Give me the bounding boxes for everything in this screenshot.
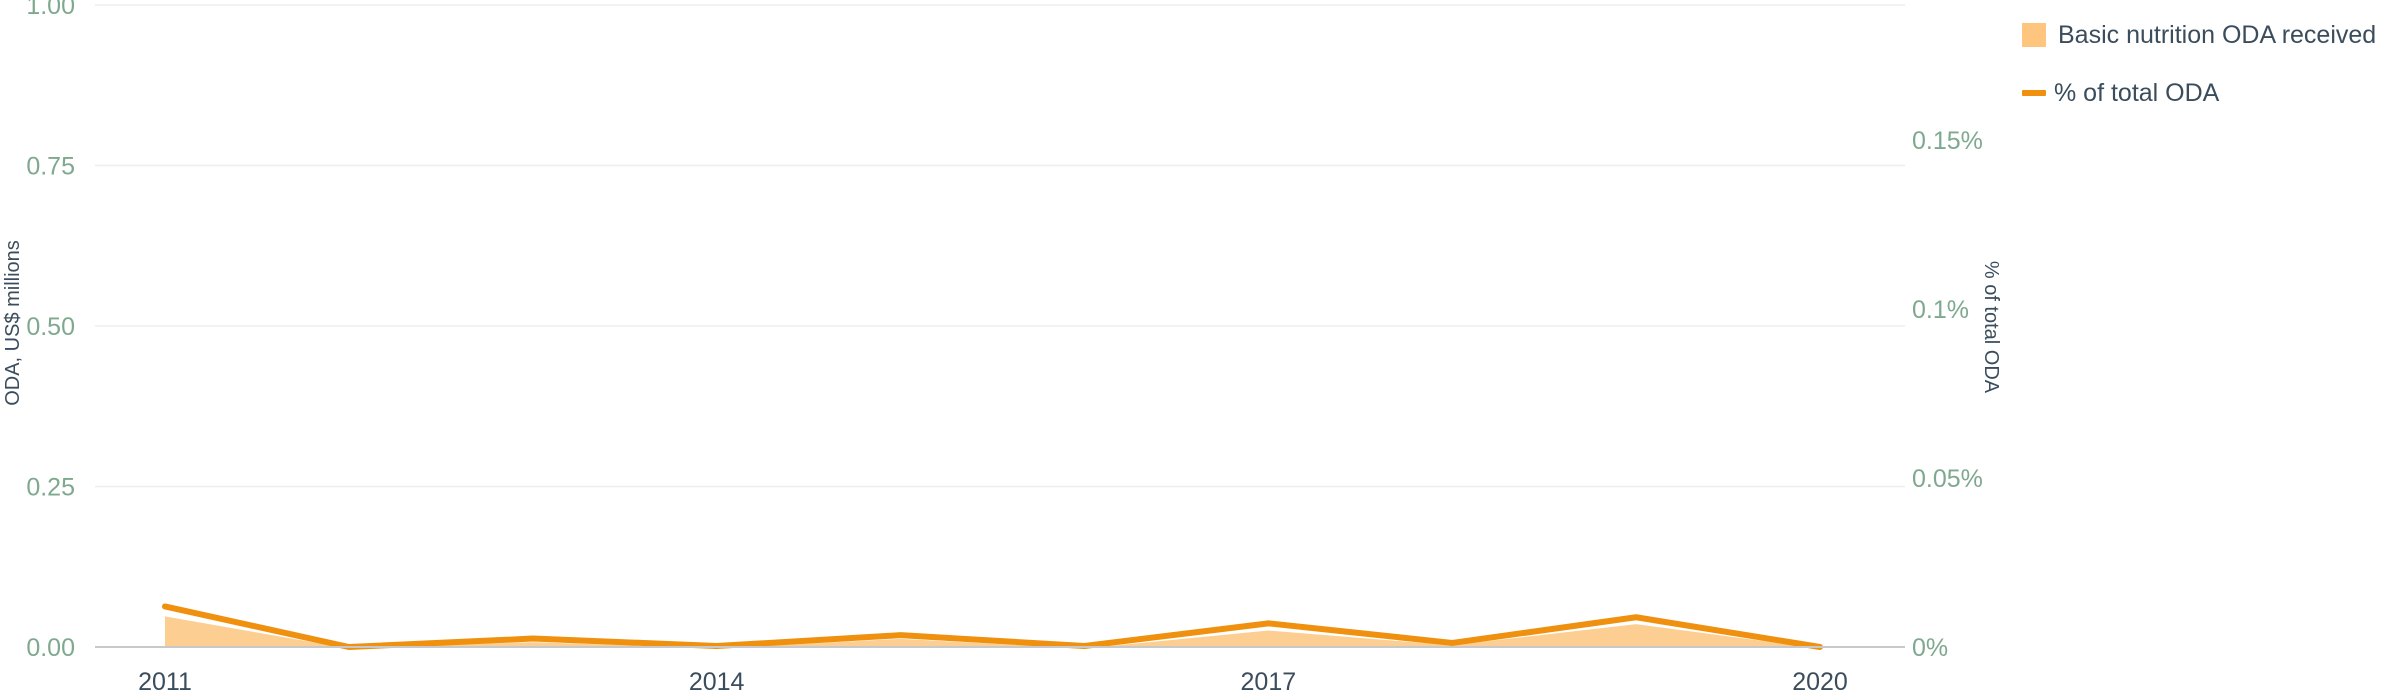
legend-label-percent-total-oda: % of total ODA — [2054, 79, 2219, 108]
x-tick-label: 2017 — [1241, 668, 1297, 696]
y-left-tick-label: 1.00 — [26, 0, 75, 20]
legend-item-percent-total-oda[interactable]: % of total ODA — [2022, 76, 2376, 110]
y-right-tick-label: 0.1% — [1912, 296, 1969, 324]
y-left-tick-label: 0.75 — [26, 153, 75, 181]
y-right-tick-label: 0% — [1912, 634, 1948, 662]
y-right-tick-label: 0.15% — [1912, 127, 1983, 155]
x-tick-label: 2011 — [138, 668, 192, 696]
legend-item-nutrition-oda[interactable]: Basic nutrition ODA received — [2022, 18, 2376, 52]
y-axis-right-title: % of total ODA — [1980, 261, 2002, 394]
x-tick-label: 2014 — [689, 668, 745, 696]
chart-legend: Basic nutrition ODA received % of total … — [2022, 18, 2376, 134]
y-left-tick-label: 0.25 — [26, 474, 75, 502]
legend-area-swatch — [2022, 23, 2046, 47]
x-tick-label: 2020 — [1792, 668, 1848, 696]
y-axis-left-title: ODA, US$ millions — [2, 240, 24, 406]
y-left-tick-label: 0.50 — [26, 313, 75, 341]
y-left-tick-label: 0.00 — [26, 634, 75, 662]
legend-line-swatch — [2022, 90, 2046, 96]
legend-label-nutrition-oda: Basic nutrition ODA received — [2058, 21, 2376, 50]
y-right-tick-label: 0.05% — [1912, 465, 1983, 493]
